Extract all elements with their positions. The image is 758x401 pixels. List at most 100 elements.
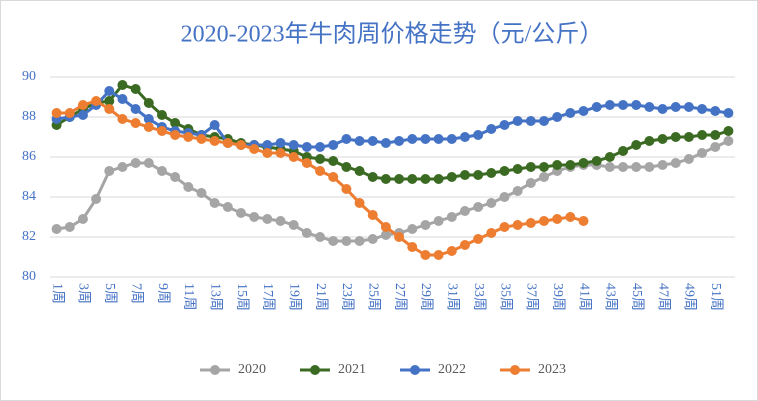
data-point <box>473 130 484 140</box>
data-point <box>631 140 642 150</box>
x-tick-label: 13周 <box>207 283 222 311</box>
x-tick-label: 11周 <box>181 283 196 310</box>
data-point <box>644 162 655 172</box>
data-point <box>380 222 391 232</box>
data-point <box>156 126 167 136</box>
data-point <box>222 202 233 212</box>
x-tick-label: 43周 <box>603 283 618 311</box>
data-point <box>117 114 128 124</box>
data-point <box>380 174 391 184</box>
legend-marker <box>310 365 320 375</box>
data-point <box>275 148 286 158</box>
data-point <box>236 140 247 150</box>
data-point <box>420 220 431 230</box>
data-point <box>288 152 299 162</box>
data-point <box>341 236 352 246</box>
data-point <box>710 130 721 140</box>
data-point <box>486 198 497 208</box>
data-point <box>565 160 576 170</box>
data-point <box>288 140 299 150</box>
data-point <box>143 114 154 124</box>
data-point <box>407 174 418 184</box>
data-point <box>117 162 128 172</box>
x-tick-label: 9周 <box>155 283 170 304</box>
data-point <box>670 132 681 142</box>
data-point <box>249 212 260 222</box>
data-point <box>446 246 457 256</box>
data-point <box>183 132 194 142</box>
x-tick-label: 47周 <box>655 283 670 311</box>
data-point <box>91 96 102 106</box>
data-point <box>407 242 418 252</box>
data-point <box>446 134 457 144</box>
data-point <box>697 130 708 140</box>
data-point <box>657 134 668 144</box>
data-point <box>130 84 141 94</box>
data-point <box>433 216 444 226</box>
x-tick-label: 49周 <box>682 283 697 311</box>
data-point <box>538 216 549 226</box>
data-point <box>657 160 668 170</box>
data-point <box>499 222 510 232</box>
data-point <box>723 136 734 146</box>
data-point <box>446 212 457 222</box>
data-point <box>130 118 141 128</box>
y-tick-label: 86 <box>22 149 36 164</box>
data-point <box>565 212 576 222</box>
data-point <box>538 116 549 126</box>
legend-marker <box>510 365 520 375</box>
data-point <box>380 138 391 148</box>
data-point <box>644 136 655 146</box>
x-tick-label: 27周 <box>392 283 407 311</box>
data-point <box>604 152 615 162</box>
x-tick-label: 17周 <box>260 283 275 311</box>
data-point <box>156 110 167 120</box>
data-point <box>618 100 629 110</box>
data-point <box>578 106 589 116</box>
legend-marker <box>210 365 220 375</box>
data-point <box>196 188 207 198</box>
data-point <box>77 214 88 224</box>
data-point <box>51 224 62 234</box>
data-point <box>525 162 536 172</box>
data-point <box>459 206 470 216</box>
data-point <box>315 154 326 164</box>
data-point <box>604 100 615 110</box>
data-point <box>262 140 273 150</box>
data-point <box>275 138 286 148</box>
chart-title: 2020-2023年牛肉周价格走势（元/公斤） <box>181 21 604 48</box>
data-point <box>143 122 154 132</box>
data-point <box>433 250 444 260</box>
data-point <box>578 158 589 168</box>
data-point <box>499 192 510 202</box>
data-point <box>262 214 273 224</box>
data-point <box>525 178 536 188</box>
data-point <box>156 166 167 176</box>
data-point <box>446 172 457 182</box>
data-point <box>459 170 470 180</box>
data-point <box>512 186 523 196</box>
data-point <box>394 136 405 146</box>
data-point <box>407 134 418 144</box>
data-point <box>104 96 115 106</box>
data-point <box>328 172 339 182</box>
data-point <box>604 162 615 172</box>
data-point <box>512 164 523 174</box>
data-point <box>697 148 708 158</box>
data-point <box>618 162 629 172</box>
legend-label: 2020 <box>238 362 266 377</box>
data-point <box>328 140 339 150</box>
y-tick-label: 80 <box>22 269 36 284</box>
data-point <box>683 132 694 142</box>
data-point <box>130 158 141 168</box>
data-point <box>143 158 154 168</box>
data-point <box>143 98 154 108</box>
data-point <box>565 108 576 118</box>
x-tick-label: 37周 <box>524 283 539 311</box>
data-point <box>209 120 220 130</box>
data-point <box>104 86 115 96</box>
data-point <box>473 202 484 212</box>
x-tick-label: 5周 <box>102 283 117 304</box>
data-point <box>591 156 602 166</box>
